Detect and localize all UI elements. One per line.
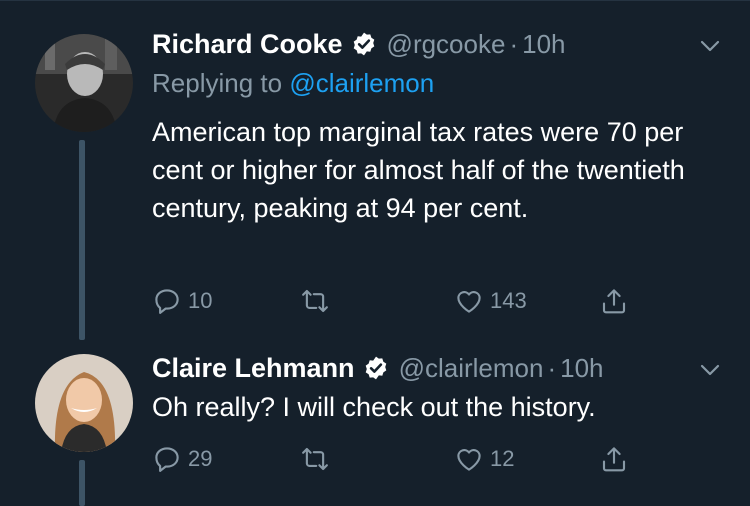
tweet-timestamp[interactable]: 10h — [522, 28, 566, 59]
like-button[interactable]: 143 — [454, 286, 527, 316]
reply-icon — [155, 289, 179, 314]
author-handle[interactable]: @rgcooke — [386, 28, 506, 59]
top-divider — [0, 0, 750, 1]
retweet-icon — [302, 447, 328, 471]
reply-icon — [155, 447, 179, 472]
reply-count: 29 — [188, 446, 213, 471]
avatar[interactable] — [35, 354, 133, 452]
separator-dot: · — [509, 28, 519, 59]
thread-line — [79, 460, 85, 506]
reply-button[interactable]: 10 — [152, 286, 212, 316]
retweet-button[interactable] — [300, 286, 336, 316]
share-icon — [602, 289, 626, 314]
share-icon — [602, 447, 626, 472]
tweet-timestamp[interactable]: 10h — [560, 352, 604, 383]
like-button[interactable]: 12 — [454, 444, 514, 474]
reply-count: 10 — [188, 288, 213, 313]
tweet-header: Claire Lehmann @clairlemon · 10h — [152, 350, 604, 386]
tweet-richard-cooke[interactable]: Richard Cooke @rgcooke · 10h Replying to… — [0, 0, 750, 340]
avatar[interactable] — [35, 34, 133, 132]
tweet-actions: 10 143 — [152, 286, 642, 326]
tweet-text: American top marginal tax rates were 70 … — [152, 117, 685, 223]
like-count: 12 — [490, 446, 515, 471]
chevron-down-icon[interactable] — [698, 34, 722, 58]
author-name[interactable]: Richard Cooke — [152, 28, 343, 59]
retweet-button[interactable] — [300, 444, 336, 474]
like-icon — [457, 291, 481, 313]
retweet-icon — [302, 289, 328, 313]
tweet-actions: 29 12 — [152, 444, 642, 484]
separator-dot: · — [547, 352, 557, 383]
tweet-claire-lehmann[interactable]: Claire Lehmann @clairlemon · 10h Oh real… — [0, 330, 750, 506]
verified-badge-icon — [365, 356, 386, 380]
replying-to-link[interactable]: @clairlemon — [289, 68, 435, 98]
author-handle[interactable]: @clairlemon — [398, 352, 544, 383]
author-name[interactable]: Claire Lehmann — [152, 352, 355, 383]
like-icon — [457, 449, 481, 471]
reply-button[interactable]: 29 — [152, 444, 212, 474]
like-count: 143 — [490, 288, 527, 313]
chevron-down-icon[interactable] — [698, 358, 722, 382]
tweet-text: Oh really? I will check out the history. — [152, 392, 596, 422]
thread-line — [79, 140, 85, 340]
replying-to-label: Replying to — [152, 68, 290, 98]
verified-badge-icon — [353, 32, 374, 56]
share-button[interactable] — [599, 444, 629, 474]
tweet-header: Richard Cooke @rgcooke · 10h — [152, 26, 566, 62]
replying-to: Replying to @clairlemon — [152, 68, 434, 99]
share-button[interactable] — [599, 286, 629, 316]
